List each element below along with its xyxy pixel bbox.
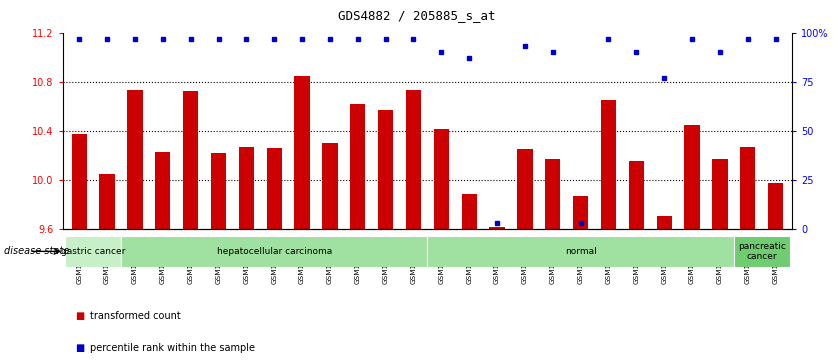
- Bar: [427, 236, 734, 267]
- Bar: [545, 159, 560, 363]
- Bar: [183, 91, 198, 363]
- Text: percentile rank within the sample: percentile rank within the sample: [90, 343, 255, 354]
- Bar: [573, 196, 588, 363]
- Text: ■: ■: [75, 311, 84, 321]
- Text: pancreatic
cancer: pancreatic cancer: [738, 242, 786, 261]
- Text: transformed count: transformed count: [90, 311, 181, 321]
- Bar: [490, 228, 505, 363]
- Bar: [121, 236, 427, 267]
- Bar: [734, 236, 790, 267]
- Text: GDS4882 / 205885_s_at: GDS4882 / 205885_s_at: [339, 9, 495, 22]
- Bar: [712, 159, 727, 363]
- Bar: [267, 148, 282, 363]
- Bar: [406, 90, 421, 363]
- Text: normal: normal: [565, 247, 596, 256]
- Bar: [461, 194, 477, 363]
- Text: disease state: disease state: [4, 246, 69, 256]
- Bar: [685, 125, 700, 363]
- Bar: [434, 130, 449, 363]
- Text: gastric cancer: gastric cancer: [61, 247, 125, 256]
- Bar: [239, 147, 254, 363]
- Bar: [517, 149, 533, 363]
- Bar: [72, 134, 87, 363]
- Bar: [294, 76, 309, 363]
- Text: hepatocellular carcinoma: hepatocellular carcinoma: [217, 247, 332, 256]
- Bar: [629, 161, 644, 363]
- Bar: [740, 147, 756, 363]
- Bar: [155, 151, 170, 363]
- Bar: [350, 104, 365, 363]
- Bar: [65, 236, 121, 267]
- Bar: [656, 216, 672, 363]
- Bar: [211, 153, 226, 363]
- Bar: [600, 100, 616, 363]
- Bar: [768, 183, 783, 363]
- Bar: [378, 110, 394, 363]
- Text: ■: ■: [75, 343, 84, 354]
- Bar: [99, 174, 115, 363]
- Bar: [128, 90, 143, 363]
- Bar: [322, 143, 338, 363]
